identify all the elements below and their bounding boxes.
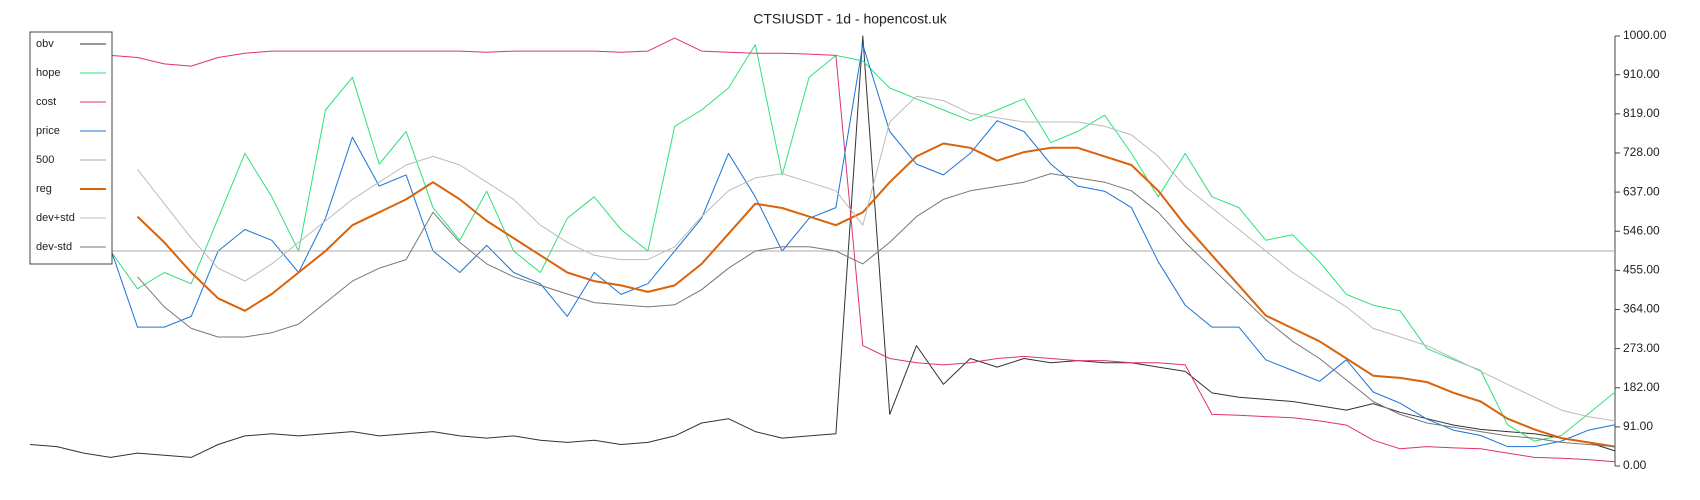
- series-line: [137, 95, 1616, 422]
- series-line: [136, 142, 1616, 448]
- legend-label: cost: [36, 96, 56, 108]
- legend-label: hope: [36, 67, 60, 79]
- series-line: [29, 37, 1616, 463]
- y-tick-label: 910.00: [1623, 67, 1660, 81]
- series-line: [137, 173, 1616, 448]
- series-line: [110, 44, 1616, 442]
- legend-label: obv: [36, 38, 54, 50]
- y-tick-label: 728.00: [1623, 145, 1660, 159]
- series-line: [29, 35, 1616, 458]
- legend-label: 500: [36, 154, 54, 166]
- y-tick-label: 819.00: [1623, 106, 1660, 120]
- y-tick-label: 364.00: [1623, 302, 1660, 316]
- legend-label: dev-std: [36, 241, 72, 253]
- legend-label: dev+std: [36, 212, 75, 224]
- chart-title: CTSIUSDT - 1d - hopencost.uk: [753, 11, 947, 27]
- y-tick-label: 455.00: [1623, 263, 1660, 277]
- legend-label: reg: [36, 183, 52, 195]
- y-tick-label: 0.00: [1623, 458, 1647, 472]
- y-tick-label: 1000.00: [1623, 28, 1667, 42]
- legend-label: price: [36, 125, 60, 137]
- legend-box: [29, 31, 113, 265]
- y-tick-label: 637.00: [1623, 184, 1660, 198]
- y-tick-label: 91.00: [1623, 419, 1653, 433]
- y-tick-label: 546.00: [1623, 223, 1660, 237]
- y-tick-label: 273.00: [1623, 341, 1660, 355]
- y-tick-label: 182.00: [1623, 380, 1660, 394]
- series-line: [110, 44, 1616, 448]
